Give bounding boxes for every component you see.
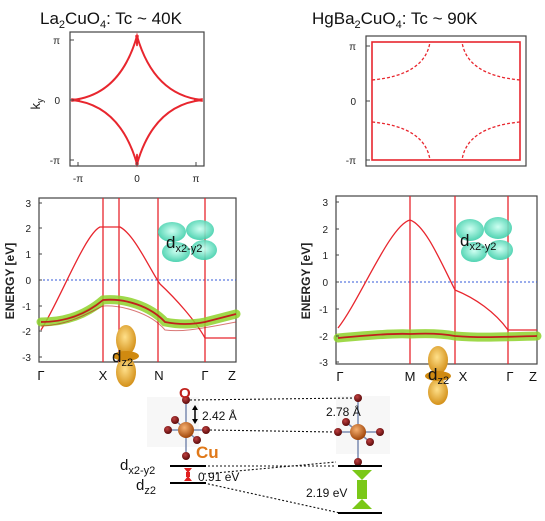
left-sym-x: X: [99, 368, 108, 383]
right-fs-ytick-bot: -π: [346, 156, 356, 167]
right-fs-ytick-mid: 0: [350, 97, 356, 108]
left-levels: [170, 465, 206, 484]
left-fermi-surface: [69, 31, 205, 168]
right-sym-z: Z: [529, 369, 537, 384]
right-sym-gamma2: Γ: [506, 369, 513, 384]
left-distance: 2.42 Å: [202, 408, 237, 423]
left-title: La2CuO4: Tc ~ 40K: [40, 9, 183, 31]
level-dx2y2-label: dx2-y2: [120, 457, 155, 477]
right-band-ytick-1: 1: [322, 251, 328, 262]
left-band-ytick-m1: -1: [22, 302, 31, 313]
left-band-ylabel: ENERGY [eV]: [3, 243, 17, 319]
connector-lines: [189, 397, 355, 514]
right-dx2y2-label: dx2-y2: [460, 231, 496, 253]
left-dx2y2-label: dx2-y2: [166, 233, 202, 255]
left-octahedron: [147, 396, 210, 460]
left-fs-ytick-top: π: [53, 36, 60, 47]
right-octahedron: [334, 394, 390, 466]
left-dz2-label: dz2: [112, 347, 133, 369]
right-sym-x: X: [459, 369, 468, 384]
oxygen-label: O: [179, 385, 191, 402]
left-band-ytick-m2: -2: [22, 327, 31, 338]
left-fs-xtick-mid: 0: [134, 174, 140, 185]
right-fermi-surface: [365, 35, 527, 167]
left-dx2y2-orbital: [158, 220, 217, 262]
left-sym-n: N: [154, 368, 163, 383]
copper-label: Cu: [196, 443, 219, 462]
right-band-ytick-m2: -2: [319, 332, 328, 343]
left-fs-xtick-left: -π: [73, 174, 83, 185]
left-fs-xtick-right: π: [193, 174, 200, 185]
right-levels: [338, 465, 382, 514]
right-title: HgBa2CuO4: Tc ~ 90K: [312, 9, 478, 31]
left-fs-ytick-mid: 0: [54, 96, 60, 107]
right-dz2-label: dz2: [428, 365, 449, 387]
left-sym-gamma: Γ: [37, 368, 44, 383]
left-dz2-orbital: [113, 325, 139, 387]
left-band-ytick-2: 2: [25, 224, 31, 235]
left-band-ytick-0: 0: [25, 276, 31, 287]
right-band-plot: [333, 195, 542, 365]
level-dz2-label: dz2: [136, 477, 156, 497]
right-band-ytick-2: 2: [322, 225, 328, 236]
left-sym-z: Z: [228, 368, 236, 383]
right-band-ytick-m1: -1: [319, 305, 328, 316]
right-dz2-orbital: [425, 346, 451, 405]
right-sym-gamma: Γ: [336, 369, 343, 384]
right-band-ytick-0: 0: [322, 278, 328, 289]
right-band-ytick-m3: -3: [319, 358, 328, 369]
right-distance: 2.78 Å: [326, 404, 361, 419]
left-fs-ylabel: ky: [28, 98, 45, 110]
left-band-ytick-m3: -3: [22, 353, 31, 364]
left-band-ytick-3: 3: [25, 199, 31, 210]
right-sym-m: M: [405, 369, 416, 384]
right-band-ylabel: ENERGY [eV]: [299, 243, 313, 319]
left-sym-gamma2: Γ: [201, 368, 208, 383]
left-gap: 0.91 eV: [198, 470, 239, 484]
right-dx2y2-orbital: [456, 217, 513, 262]
right-band-ytick-3: 3: [322, 198, 328, 209]
left-band-ytick-1: 1: [25, 250, 31, 261]
left-fs-ytick-bot: -π: [50, 156, 60, 167]
right-gap: 2.19 eV: [306, 486, 347, 500]
right-fs-ytick-top: π: [349, 42, 356, 53]
